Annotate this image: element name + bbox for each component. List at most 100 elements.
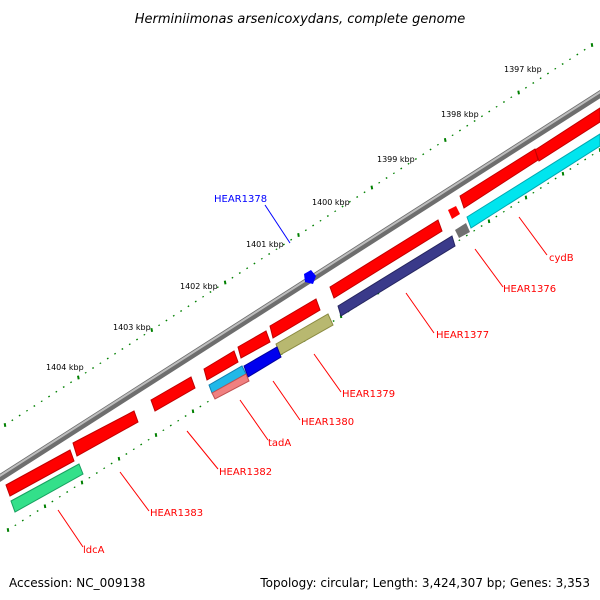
scale-tick bbox=[48, 395, 51, 398]
gene-arrow-tadA-top[interactable] bbox=[203, 350, 239, 381]
scale-tick bbox=[576, 53, 579, 56]
scale-tick bbox=[517, 90, 520, 95]
scale-tick bbox=[488, 110, 491, 113]
gene-bar-tadA-lower[interactable] bbox=[211, 373, 250, 400]
scale-tick bbox=[502, 210, 505, 213]
scale-labels: 1397 kbp 1398 kbp 1399 kbp 1400 kbp 1401… bbox=[46, 65, 542, 372]
scale-tick bbox=[473, 229, 476, 232]
scale-tick bbox=[143, 333, 146, 336]
gene-arrow-hear1379-top[interactable] bbox=[269, 298, 321, 339]
scale-tick bbox=[385, 176, 388, 180]
gene-arrow-hear1380-top[interactable] bbox=[237, 330, 271, 359]
gene-label-hear1379[interactable]: HEAR1379 bbox=[342, 389, 395, 400]
gene-arrow-small[interactable] bbox=[448, 206, 460, 219]
gene-label-ldcA[interactable]: ldcA bbox=[83, 545, 105, 556]
gene-label-hear1382[interactable]: HEAR1382 bbox=[219, 467, 272, 478]
scale-tick bbox=[136, 338, 139, 341]
scale-tick bbox=[209, 290, 212, 294]
scale-tick bbox=[36, 510, 39, 512]
scale-tick bbox=[436, 143, 439, 146]
scale-tick bbox=[158, 324, 161, 327]
scale-tick bbox=[466, 124, 469, 127]
scale-tick bbox=[400, 167, 403, 170]
scale-tick bbox=[187, 305, 190, 308]
scale-tick bbox=[180, 310, 183, 312]
gene-label-hear1383[interactable]: HEAR1383 bbox=[150, 508, 203, 519]
scale-tick bbox=[238, 272, 241, 274]
scale-tick bbox=[517, 201, 520, 204]
scale-tick bbox=[92, 366, 95, 370]
scale-tick bbox=[150, 328, 154, 332]
scale-tick bbox=[591, 153, 594, 156]
gene-arrow-hear1382[interactable] bbox=[150, 376, 196, 412]
scale-tick bbox=[165, 319, 168, 322]
leader-hear1378 bbox=[264, 204, 291, 244]
forward-genes bbox=[5, 107, 600, 497]
outer-scale-ticks bbox=[3, 43, 594, 427]
scale-tick bbox=[429, 148, 432, 151]
genome-backbone bbox=[0, 90, 600, 482]
gene-marker-hear1378[interactable] bbox=[304, 270, 316, 284]
scale-tick bbox=[125, 453, 128, 455]
scale-tick bbox=[458, 129, 461, 132]
scale-tick bbox=[392, 172, 395, 175]
scale-tick bbox=[114, 352, 117, 355]
scale-tick bbox=[546, 72, 549, 75]
scale-tick bbox=[58, 495, 61, 498]
gene-label-tadA[interactable]: tadA bbox=[268, 438, 291, 449]
scale-tick bbox=[458, 239, 461, 242]
scale-tick bbox=[95, 472, 98, 474]
scale-tick bbox=[253, 262, 256, 265]
scale-tick bbox=[502, 100, 505, 104]
scale-label-1401: 1401 kbp bbox=[246, 240, 284, 249]
scale-tick bbox=[194, 300, 197, 303]
scale-tick bbox=[290, 238, 293, 241]
scale-tick bbox=[206, 400, 209, 403]
gene-label-hear1378[interactable]: HEAR1378 bbox=[214, 194, 267, 205]
scale-label-1404: 1404 kbp bbox=[46, 363, 84, 372]
gene-arrow-ldcA[interactable] bbox=[5, 449, 75, 497]
gene-label-hear1380[interactable]: HEAR1380 bbox=[301, 417, 354, 428]
scale-tick bbox=[539, 187, 542, 189]
scale-tick bbox=[33, 404, 36, 408]
gene-label-hear1377[interactable]: HEAR1377 bbox=[436, 330, 489, 341]
topology-label: Topology: circular; Length: 3,424,307 bp… bbox=[259, 576, 590, 590]
scale-tick bbox=[312, 224, 315, 227]
scale-tick bbox=[568, 58, 572, 61]
scale-tick bbox=[154, 433, 158, 437]
gene-bar-hear1376[interactable] bbox=[455, 223, 470, 238]
scale-tick bbox=[539, 77, 542, 80]
gene-label-cydB[interactable]: cydB bbox=[549, 253, 574, 264]
scale-tick bbox=[304, 229, 307, 232]
gene-arrow-cydB[interactable] bbox=[459, 148, 539, 209]
gene-arrow-hear1383[interactable] bbox=[72, 410, 139, 457]
scale-tick bbox=[554, 67, 557, 70]
gene-bar-ldcA[interactable] bbox=[10, 463, 84, 513]
scale-tick bbox=[110, 462, 113, 465]
scale-tick bbox=[172, 314, 175, 317]
gene-arrow-hear1377-top[interactable] bbox=[329, 219, 443, 299]
scale-tick bbox=[25, 409, 29, 412]
scale-tick bbox=[332, 320, 335, 322]
scale-tick bbox=[561, 171, 565, 176]
gene-bar-hear1380[interactable] bbox=[243, 346, 282, 378]
accession-label: Accession: NC_009138 bbox=[9, 576, 145, 590]
scale-tick bbox=[18, 414, 21, 417]
scale-tick bbox=[443, 138, 447, 142]
gene-bar-hear1377[interactable] bbox=[337, 235, 456, 317]
leader-hear1383 bbox=[119, 471, 150, 512]
scale-label-1397: 1397 kbp bbox=[504, 65, 542, 74]
scale-tick bbox=[66, 491, 69, 493]
scale-tick bbox=[73, 486, 76, 489]
scale-tick bbox=[169, 424, 172, 427]
scale-tick bbox=[132, 448, 135, 451]
scale-tick bbox=[524, 86, 527, 89]
scale-tick bbox=[510, 206, 513, 208]
scale-tick bbox=[583, 48, 586, 51]
scale-tick bbox=[260, 257, 263, 260]
gene-bar-cydB[interactable] bbox=[466, 133, 600, 229]
scale-tick bbox=[348, 200, 351, 203]
scale-tick bbox=[451, 134, 454, 137]
gene-label-hear1376[interactable]: HEAR1376 bbox=[503, 284, 556, 295]
scale-tick bbox=[407, 162, 410, 165]
